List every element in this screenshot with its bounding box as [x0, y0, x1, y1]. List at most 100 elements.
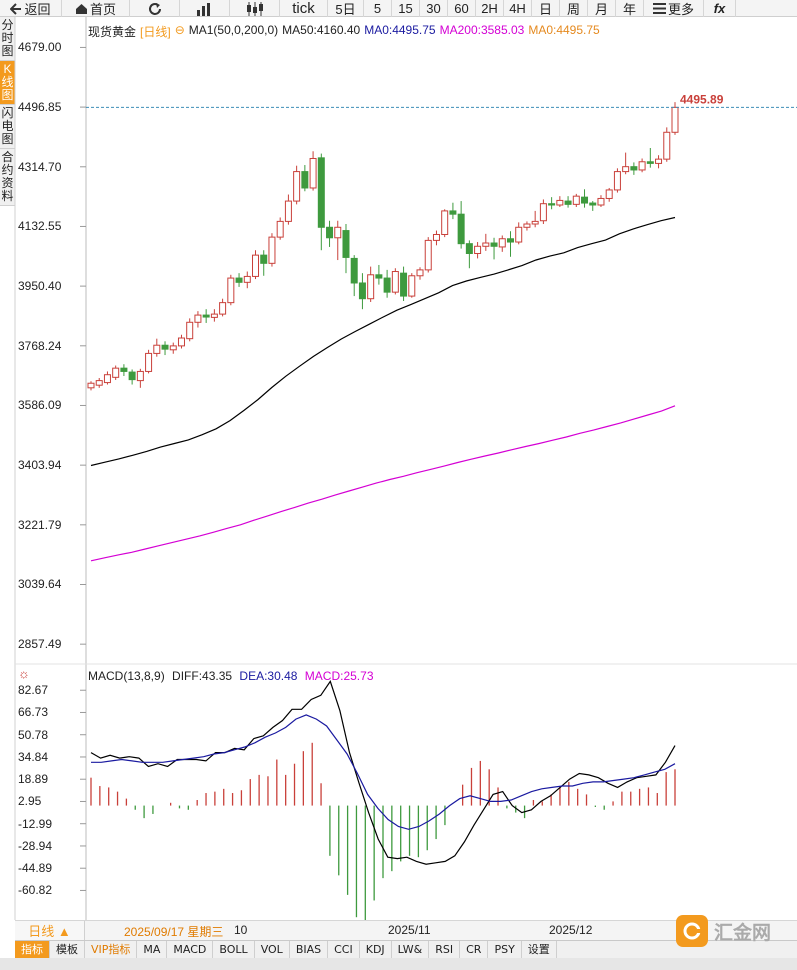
candle	[293, 165, 301, 205]
candle-body	[342, 230, 350, 258]
side-tabs: 分时图 K线图 闪电图 合约资料	[0, 17, 15, 206]
candle	[572, 193, 580, 207]
cursor-date: 2025/09/17 星期三	[124, 925, 224, 939]
candle	[301, 165, 309, 192]
current-price-label: 4495.89	[680, 92, 724, 106]
macd-tick-label: -28.94	[18, 838, 53, 853]
period-year-button[interactable]: 年	[616, 0, 644, 17]
tab-vip-indicators[interactable]: VIP指标	[85, 941, 138, 959]
tab-vol[interactable]: VOL	[255, 941, 290, 959]
candle	[515, 222, 523, 245]
candle	[638, 158, 646, 173]
price-tick-label: 4314.70	[18, 159, 62, 174]
period-5m-button[interactable]: 5	[364, 0, 392, 17]
candle-body	[334, 226, 342, 239]
candle	[523, 221, 531, 231]
bar-chart-button[interactable]	[180, 0, 230, 17]
back-label: 返回	[24, 2, 51, 17]
candle	[655, 155, 663, 169]
candle-body	[120, 367, 128, 372]
period-30m-button[interactable]: 30	[420, 0, 448, 17]
candle	[317, 153, 325, 251]
legend-settings-icon[interactable]: ⊖	[174, 23, 185, 37]
tab-indicators[interactable]: 指标	[15, 941, 50, 959]
tab-psy[interactable]: PSY	[488, 941, 522, 959]
chart-canvas[interactable]: 4495.89	[0, 0, 797, 920]
candle	[268, 233, 276, 267]
candle	[482, 233, 490, 251]
candle	[581, 189, 589, 208]
tab-bias[interactable]: BIAS	[290, 941, 329, 959]
candle-body	[432, 233, 440, 241]
macd-tick-label: 82.67	[18, 683, 49, 698]
candle-chart-button[interactable]	[230, 0, 280, 17]
candle-body	[128, 371, 136, 381]
tab-timeshare[interactable]: 分时图	[0, 17, 15, 61]
candle-body	[655, 158, 663, 164]
candle-body	[622, 166, 630, 173]
tab-rsi[interactable]: RSI	[429, 941, 461, 959]
legend-ma200: MA200:3585.03	[439, 23, 525, 37]
candle	[671, 102, 679, 135]
macd-legend-macd: MACD:25.73	[304, 669, 374, 683]
period-4h-button[interactable]: 4H	[504, 0, 532, 17]
candle	[334, 220, 342, 261]
candle-body	[605, 189, 613, 199]
refresh-button[interactable]	[130, 0, 180, 17]
period-60m-button[interactable]: 60	[448, 0, 476, 17]
candle	[87, 381, 95, 391]
period-15m-button[interactable]: 15	[392, 0, 420, 17]
tab-template[interactable]: 模板	[50, 941, 85, 959]
candle-body	[358, 282, 366, 300]
more-button[interactable]: 更多	[644, 0, 704, 17]
candle-body	[441, 210, 449, 235]
candle	[112, 365, 120, 380]
tab-contract-info[interactable]: 合约资料	[0, 149, 15, 206]
tab-kdj[interactable]: KDJ	[360, 941, 392, 959]
candle	[252, 250, 260, 280]
period-2h-button[interactable]: 2H	[476, 0, 504, 17]
back-button[interactable]: 返回	[0, 0, 62, 17]
candle-body	[630, 166, 638, 171]
tab-boll[interactable]: BOLL	[213, 941, 255, 959]
tab-kline[interactable]: K线图	[0, 61, 15, 105]
formula-button[interactable]: fx	[704, 0, 736, 17]
candle-body	[268, 236, 276, 264]
candle	[103, 371, 111, 385]
candle	[474, 242, 482, 259]
tab-flash[interactable]: 闪电图	[0, 105, 15, 149]
period-5d-button[interactable]: 5日	[328, 0, 364, 17]
candle	[358, 273, 366, 310]
period-week-button[interactable]: 周	[560, 0, 588, 17]
logo-text: 汇金网	[714, 922, 772, 944]
period-month-button[interactable]: 月	[588, 0, 616, 17]
price-tick-label: 3221.79	[18, 517, 62, 532]
tick-button[interactable]: tick	[280, 0, 328, 17]
candle-body	[210, 313, 218, 318]
candle-body	[103, 374, 111, 384]
candle	[128, 369, 136, 385]
tab-cci[interactable]: CCI	[328, 941, 360, 959]
candle	[564, 196, 572, 208]
period-selector-button[interactable]: 日线 ▲	[15, 921, 85, 940]
more-label: 更多	[667, 2, 694, 17]
home-button[interactable]: 首页	[62, 0, 130, 17]
candle	[227, 274, 235, 306]
tab-ma[interactable]: MA	[137, 941, 168, 959]
period-day-button[interactable]: 日	[532, 0, 560, 17]
candle	[235, 273, 243, 287]
candle	[276, 217, 284, 240]
tab-lw[interactable]: LW&	[392, 941, 430, 959]
tab-macd[interactable]: MACD	[167, 941, 214, 959]
candle-body	[613, 171, 621, 191]
tab-cr[interactable]: CR	[460, 941, 489, 959]
candle-body	[301, 171, 309, 189]
candle-body	[202, 314, 210, 318]
macd-tick-label: 2.95	[18, 794, 42, 809]
macd-legend: MACD(13,8,9) DIFF:43.35 DEA:30.48 MACD:2…	[88, 669, 378, 683]
tab-settings[interactable]: 设置	[522, 941, 557, 959]
candle-body	[350, 257, 358, 284]
macd-settings-icon[interactable]: ☼	[18, 666, 30, 681]
candle-body	[490, 242, 498, 247]
candle	[210, 309, 218, 322]
